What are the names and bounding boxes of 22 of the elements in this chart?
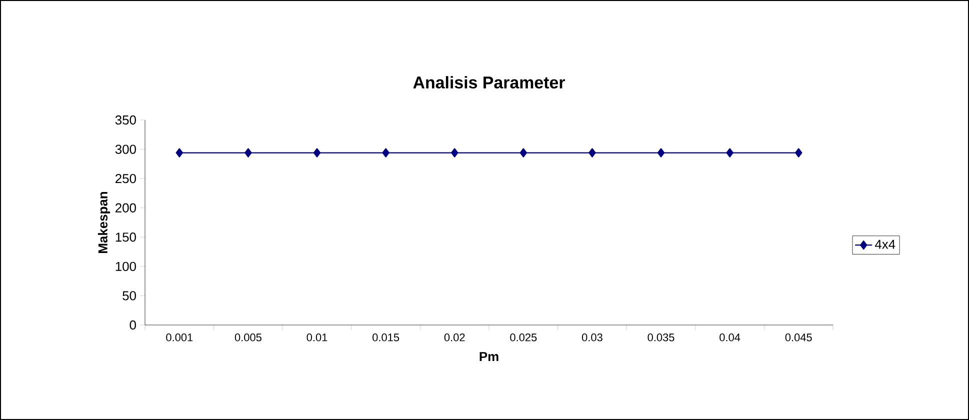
x-tick-label: 0.001 <box>166 334 193 342</box>
x-tick-label: 0.04 <box>720 334 740 342</box>
x-tick-label: 0.01 <box>306 334 328 342</box>
x-tick-label: 0.035 <box>648 334 674 342</box>
x-tick-label: 0.03 <box>582 334 602 342</box>
y-tick-label: 350 <box>115 115 136 125</box>
y-tick-label: 50 <box>122 291 136 300</box>
y-tick-label: 200 <box>116 203 136 212</box>
y-tick-label: 250 <box>116 174 136 184</box>
y-tick-label: 100 <box>116 262 136 272</box>
x-axis-title: Pm <box>480 352 498 362</box>
y-tick-label: 150 <box>116 232 136 242</box>
y-tick-label: 300 <box>115 144 136 154</box>
x-tick-label: 0.025 <box>510 334 537 342</box>
x-tick-label: 0.02 <box>444 334 465 342</box>
y-axis-title: Makespan <box>98 192 110 253</box>
x-tick-label: 0.045 <box>785 334 812 342</box>
legend-label: 4x4 <box>874 240 896 249</box>
x-tick-label: 0.005 <box>234 334 262 342</box>
chart-title: Analisis Parameter <box>413 76 565 89</box>
y-tick-label: 0 <box>130 320 136 330</box>
x-tick-label: 0.015 <box>372 334 400 342</box>
